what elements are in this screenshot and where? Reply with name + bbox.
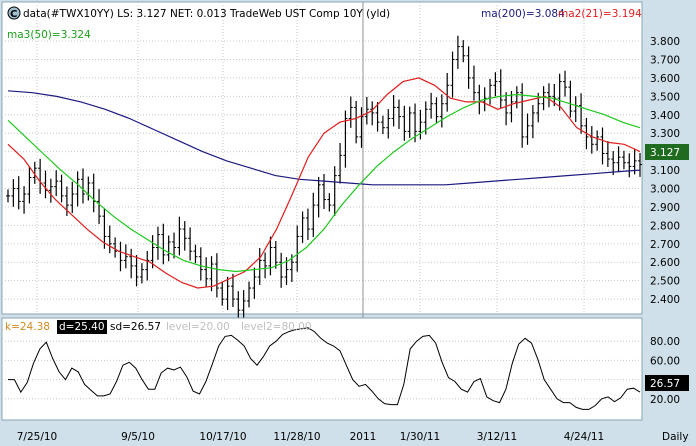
ma200-line xyxy=(7,90,641,186)
legend-level: level=20.00 xyxy=(166,321,230,333)
periodicity-label[interactable]: Daily xyxy=(662,431,689,443)
price-tick-label: 2.900 xyxy=(650,202,680,214)
oscillator-last-tag-bg xyxy=(645,375,689,391)
date-tick-label: 1/30/11 xyxy=(400,431,440,443)
price-tick-label: 3.300 xyxy=(650,128,680,140)
date-tick-label: 2011 xyxy=(350,431,377,443)
legend-d-bg xyxy=(57,320,107,334)
price-tick-label: 2.800 xyxy=(650,220,680,232)
date-tick-label: 4/24/11 xyxy=(564,431,604,443)
price-tick-label: 2.500 xyxy=(650,276,680,288)
legend-main: data(#TWX10YY) LS: 3.127 NET: 0.013 Trad… xyxy=(23,8,390,20)
date-tick-label: 9/5/10 xyxy=(121,431,155,443)
oscillator-last-tag: 26.57 xyxy=(650,378,680,390)
ma21-line xyxy=(7,77,641,289)
oscillator-line xyxy=(8,327,641,410)
price-tick-label: 3.000 xyxy=(650,184,680,196)
ma50-line xyxy=(7,93,641,273)
legend-sd: sd=26.57 xyxy=(110,321,161,333)
price-tick-label: 3.700 xyxy=(650,54,680,66)
date-tick-label: 10/17/10 xyxy=(199,431,246,443)
price-tick-label: 3.800 xyxy=(650,36,680,48)
chart-symbol-icon[interactable] xyxy=(7,6,21,20)
legend-ma200: ma(200)=3.084 xyxy=(481,8,565,20)
oscillator-panel xyxy=(1,317,643,421)
date-tick-label: 7/25/10 xyxy=(17,431,57,443)
moving-averages xyxy=(7,77,641,289)
last-value-tag: 3.127 xyxy=(650,147,680,159)
date-tick-label: 3/12/11 xyxy=(477,431,517,443)
legend-level2: level2=80.00 xyxy=(241,321,312,333)
price-tick-label: 3.100 xyxy=(650,165,680,177)
date-axis[interactable]: 7/25/10 9/5/10 10/17/10 11/28/10 2011 1/30/11… xyxy=(17,431,604,443)
legend-ma21: ma2(21)=3.194 xyxy=(558,8,642,20)
oscillator-tick-label: 60.00 xyxy=(650,355,680,367)
price-panel xyxy=(1,1,643,315)
sd-line xyxy=(8,327,641,410)
price-tick-label: 3.600 xyxy=(650,73,680,85)
oscillator-tick-label: 20.00 xyxy=(650,394,680,406)
price-tick-label: 2.600 xyxy=(650,257,680,269)
oscillator-tick-label: 80.00 xyxy=(650,336,680,348)
price-tick-label: 3.400 xyxy=(650,110,680,122)
chart-symbol-icon-letter: C xyxy=(10,9,17,20)
price-axis[interactable]: 3.8003.7003.6003.5003.4003.3003.2003.100… xyxy=(650,36,680,306)
date-tick-label: 11/28/10 xyxy=(273,431,320,443)
legend-k: k=24.38 xyxy=(5,321,50,333)
legend-d: d=25.40 xyxy=(59,321,105,333)
price-tick-label: 2.400 xyxy=(650,294,680,306)
legend-ma50: ma3(50)=3.324 xyxy=(7,29,91,41)
price-tick-label: 2.700 xyxy=(650,239,680,251)
last-value-tag-bg xyxy=(645,144,689,160)
price-tick-label: 3.500 xyxy=(650,91,680,103)
